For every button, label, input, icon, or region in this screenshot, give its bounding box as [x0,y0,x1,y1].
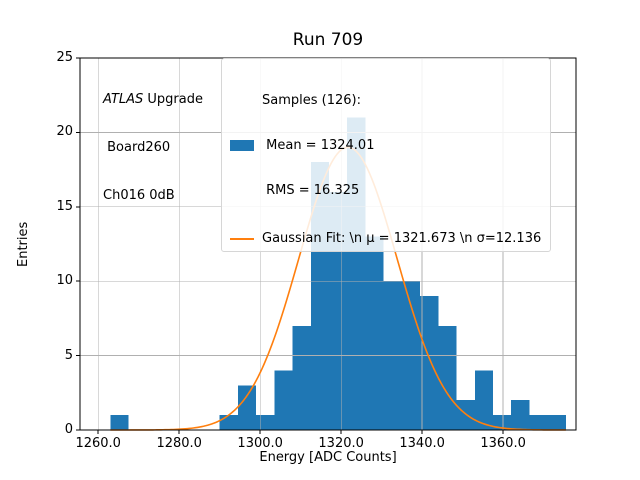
x-tick-label: 1260.0 [75,436,121,451]
chart-title: Run 709 [292,30,364,50]
x-axis-label: Energy [ADC Counts] [259,450,397,465]
y-tick-label: 20 [56,124,73,140]
y-tick-label: 0 [64,422,73,437]
annotation-line-1: ATLAS Upgrade [103,92,203,108]
histogram-bar [274,370,293,430]
histogram-bar [511,400,530,430]
histogram-bar [438,325,457,430]
y-tick-label: 15 [56,198,73,214]
y-tick-label: 25 [56,50,73,65]
histogram-bar [420,296,439,430]
legend-entry-gaussian: Gaussian Fit: \n μ = 1321.673 \n σ=12.13… [230,231,541,246]
histogram-bar [110,415,129,430]
histogram-bar [547,415,566,430]
annotation-channel: Ch016 0dB [103,188,175,203]
histogram-bar [292,325,311,430]
histogram-bar [474,370,493,430]
legend-samples-rms: RMS = 16.325 [262,183,360,198]
histogram-bar [365,236,384,430]
legend-gaussian-label: Gaussian Fit: \n μ = 1321.673 \n σ=12.13… [262,231,542,246]
histogram-bar [493,415,512,430]
annotation-board: Board260 [103,140,171,155]
y-axis-label: Entries [16,221,31,267]
histogram-bar [529,415,548,430]
y-tick-label: 5 [64,347,73,363]
x-tick-label: 1360.0 [480,436,526,451]
legend-swatch-histogram-icon [230,140,254,151]
annotation-text: ATLAS Upgrade Board260 Ch016 0dB [103,60,203,236]
x-tick-label: 1280.0 [156,436,202,451]
x-tick-label: 1320.0 [318,436,364,451]
x-tick-label: 1340.0 [399,436,445,451]
histogram-bar [256,415,275,430]
legend-entry-samples: Samples (126): Mean = 1324.01 RMS = 16.3… [230,63,541,228]
legend-samples-mean: Mean = 1324.01 [262,138,375,153]
histogram-bar [456,400,475,430]
y-tick-label: 10 [56,273,73,289]
histogram-bar [237,385,257,430]
histogram-bar [219,415,238,430]
legend-line-gaussian-icon [230,237,254,240]
legend-handle-gaussian [230,237,254,240]
legend: Samples (126): Mean = 1324.01 RMS = 16.3… [221,58,552,252]
legend-samples-title: Samples (126): [262,93,361,108]
annotation-atlas: ATLAS [103,92,144,107]
legend-handle-samples [230,140,254,151]
x-tick-label: 1300.0 [237,436,283,451]
annotation-upgrade: Upgrade [143,92,203,107]
legend-samples-text: Samples (126): Mean = 1324.01 RMS = 16.3… [262,63,374,228]
